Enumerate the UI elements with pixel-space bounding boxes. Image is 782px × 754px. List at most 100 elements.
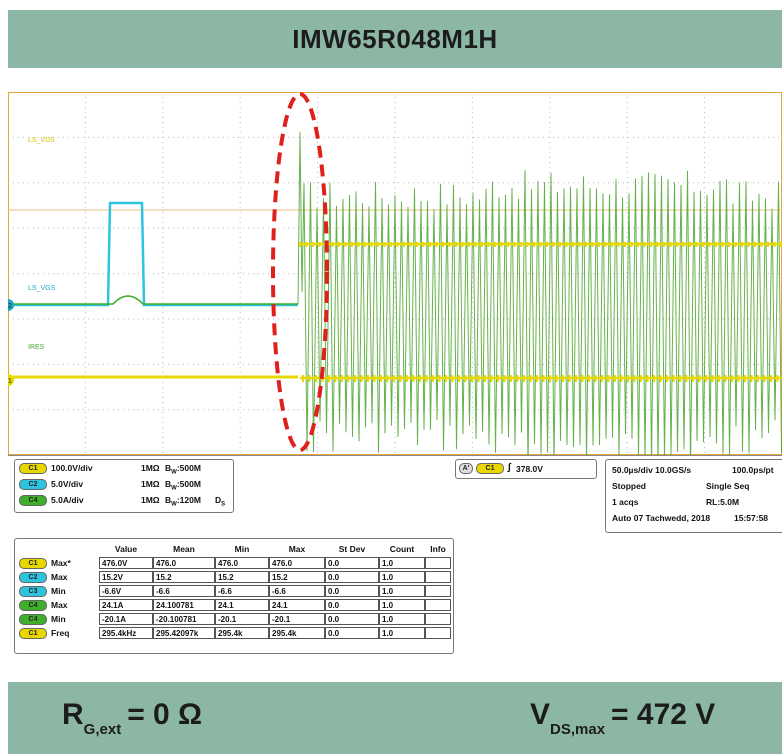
table-cell: 1.0 [379, 627, 425, 639]
table-cell: -20.1 [269, 613, 325, 625]
table-cell: 24.1A [99, 599, 153, 611]
table-cell: 476.0 [269, 557, 325, 569]
empty-cell [425, 627, 451, 639]
table-cell: 1.0 [379, 571, 425, 583]
table-cell: 295.4k [269, 627, 325, 639]
table-cell: 0.0 [325, 599, 379, 611]
table-cell: 0.0 [325, 627, 379, 639]
channel-badge: C2 [19, 479, 47, 490]
timebase-left: 1 acqs [612, 497, 638, 507]
channel-flag: DS [215, 495, 225, 508]
channel-scale: 5.0A/div [51, 495, 84, 505]
row-name: Min [51, 586, 66, 596]
row-name: Freq [51, 628, 69, 638]
value: = 0 Ω [127, 698, 202, 731]
table-cell: 295.4k [215, 627, 269, 639]
timebase-left: Stopped [612, 481, 646, 491]
table-cell: 1.0 [379, 585, 425, 597]
table-cell: 1.0 [379, 599, 425, 611]
channel-bandwidth: BW:120M [165, 495, 201, 508]
column-header: St Dev [325, 544, 379, 554]
channel-impedance: 1MΩ [141, 495, 160, 505]
timebase-left: 50.0µs/div 10.0GS/s [612, 465, 691, 475]
bw-value: :500M [177, 479, 201, 489]
trace-label: IRES [28, 344, 45, 351]
table-cell: 15.2 [215, 571, 269, 583]
table-cell: -6.6 [153, 585, 215, 597]
row-badge: C2 [19, 572, 47, 583]
empty-cell [425, 585, 451, 597]
scope-plot: LS_VDS LS_VGS IRES 2 1 [8, 92, 782, 455]
trace-label: LS_VGS [28, 285, 56, 292]
channel-badge: C4 [19, 495, 47, 506]
channel-scale: 100.0V/div [51, 463, 93, 473]
channel-bandwidth: BW:500M [165, 479, 201, 492]
table-cell: 476.0 [153, 557, 215, 569]
trace-label: LS_VDS [28, 137, 55, 144]
empty-cell [425, 613, 451, 625]
row-name: Max* [51, 558, 71, 568]
subscript: DS,max [550, 721, 605, 738]
table-cell: -6.6V [99, 585, 153, 597]
row-badge: C3 [19, 586, 47, 597]
row-name: Min [51, 614, 66, 624]
column-header: Max [269, 544, 325, 554]
table-cell: -20.1 [215, 613, 269, 625]
timebase-left: Auto 07 Tachwedd, 2018 [612, 513, 710, 523]
title: IMW65R048M1H [292, 24, 497, 54]
column-header: Info [425, 544, 451, 554]
symbol: R [62, 698, 84, 731]
column-header: Value [99, 544, 153, 554]
row-badge: C4 [19, 614, 47, 625]
table-cell: 1.0 [379, 613, 425, 625]
column-header: Min [215, 544, 269, 554]
subscript: G,ext [84, 721, 122, 738]
channel-marker-label: 2 [8, 303, 12, 310]
table-cell: -6.6 [215, 585, 269, 597]
table-cell: 15.2 [153, 571, 215, 583]
bw-value: :500M [177, 463, 201, 473]
channel-impedance: 1MΩ [141, 479, 160, 489]
table-cell: 24.1 [269, 599, 325, 611]
column-header: Mean [153, 544, 215, 554]
page: IMW65R048M1H LS_VDS LS_VGS IRES 2 1 C1 100.0V… [0, 0, 782, 754]
footer-bar: RG,ext = 0 Ω VDS,max= 472 V [8, 682, 782, 754]
bw-value: :120M [177, 495, 201, 505]
table-cell: 0.0 [325, 585, 379, 597]
table-cell: -20.100781 [153, 613, 215, 625]
table-cell: 24.100781 [153, 599, 215, 611]
timebase-right: RL:5.0M [706, 497, 739, 507]
channel-scale: 5.0V/div [51, 479, 83, 489]
table-cell: -6.6 [269, 585, 325, 597]
title-bar: IMW65R048M1H [8, 10, 782, 68]
plot-border [8, 92, 782, 455]
trigger-settings: A'C1∫378.0V [455, 459, 597, 479]
table-cell: 476.0V [99, 557, 153, 569]
row-name: Max [51, 572, 68, 582]
empty-cell [425, 571, 451, 583]
row-badge: C1 [19, 558, 47, 569]
channel-marker-label: 1 [8, 378, 12, 385]
table-cell: 0.0 [325, 557, 379, 569]
empty-cell [425, 557, 451, 569]
row-badge: C4 [19, 600, 47, 611]
trigger-mode: A' [459, 463, 473, 474]
channel-badge: C1 [19, 463, 47, 474]
trigger-level: 378.0V [516, 464, 543, 474]
max-vds: VDS,max= 472 V [530, 698, 715, 738]
flag-subscript: S [221, 502, 225, 508]
column-header: Count [379, 544, 425, 554]
table-cell: 24.1 [215, 599, 269, 611]
channel-impedance: 1MΩ [141, 463, 160, 473]
empty-cell [425, 599, 451, 611]
row-badge: C1 [19, 628, 47, 639]
table-cell: 15.2 [269, 571, 325, 583]
table-cell: 0.0 [325, 613, 379, 625]
timebase-right: Single Seq [706, 481, 749, 491]
table-cell: 295.4kHz [99, 627, 153, 639]
trigger-slope: ∫ [508, 462, 511, 473]
table-cell: 15.2V [99, 571, 153, 583]
